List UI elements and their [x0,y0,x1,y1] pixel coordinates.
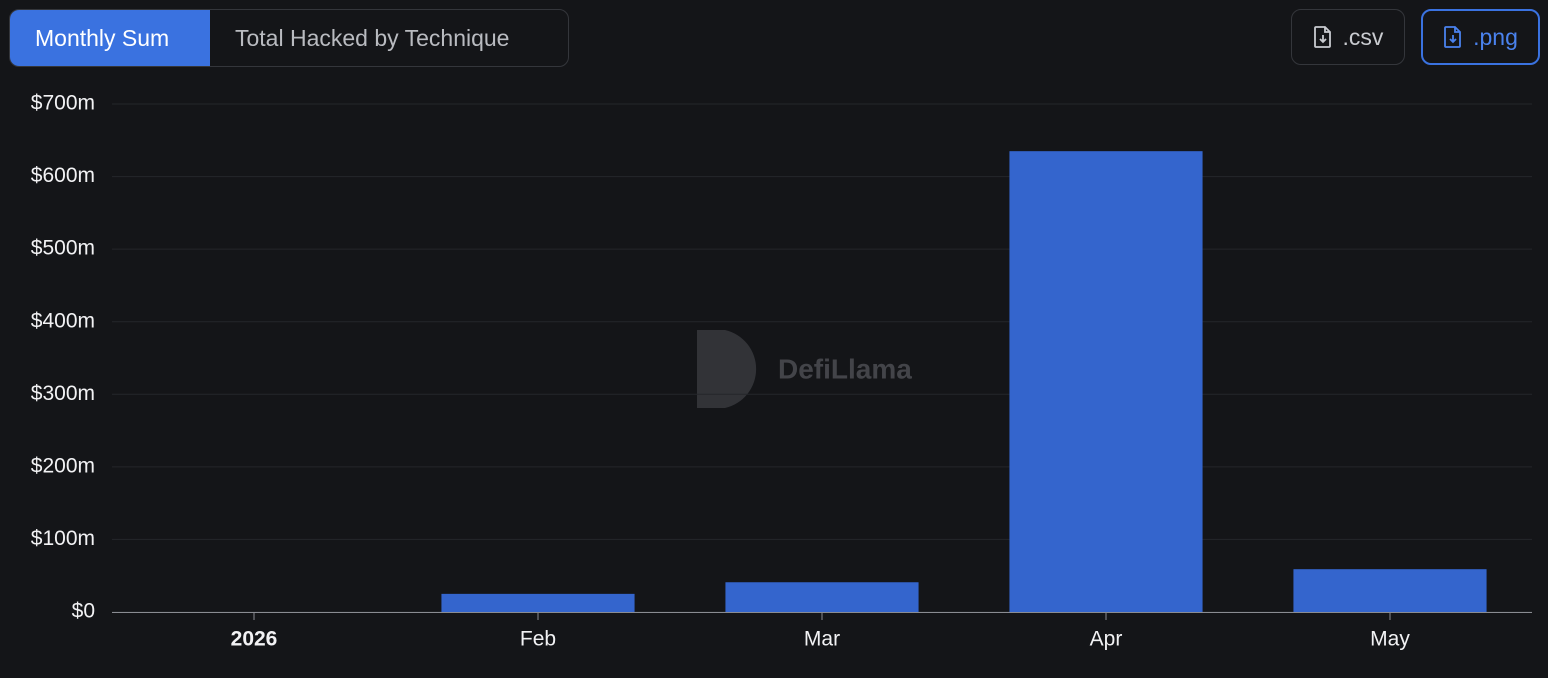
y-tick-label: $100m [31,527,95,550]
y-tick-label: $700m [31,92,95,115]
x-tick-label: Mar [804,628,840,651]
bar [725,582,919,612]
y-tick-label: $500m [31,237,95,260]
file-icon [1313,26,1331,48]
y-tick-label: $300m [31,382,95,405]
bar [1293,569,1487,612]
tab[interactable]: Total Hacked by Technique [235,25,510,51]
button-label: .csv [1342,23,1384,50]
x-tick-label: Apr [1090,628,1123,651]
y-tick-label: $400m [31,309,95,332]
tab-group: Monthly Sum Total Hacked by Technique [9,9,569,67]
y-tick-label: $600m [31,164,95,187]
y-tick-label: $200m [31,454,95,477]
watermark: DefiLlama [697,330,912,408]
bar [441,593,635,612]
x-tick-label: 2026 [231,628,278,651]
download-button[interactable]: .png [1421,9,1540,65]
watermark-text: DefiLlama [778,353,912,384]
tab[interactable]: Monthly Sum [10,10,210,66]
y-tick-label: $0 [72,600,95,623]
x-tick-label: Feb [520,628,556,651]
bar [1009,151,1203,612]
x-tick-label: May [1370,628,1410,651]
button-label: .png [1473,23,1518,50]
file-icon [1444,26,1462,48]
download-button[interactable]: .csv [1291,9,1405,65]
